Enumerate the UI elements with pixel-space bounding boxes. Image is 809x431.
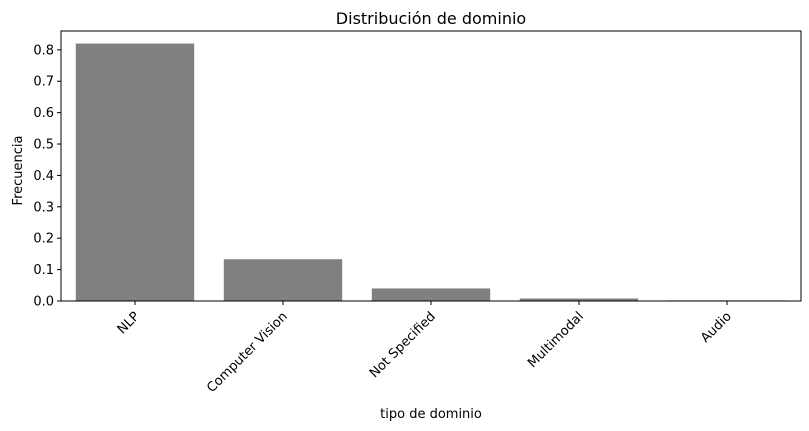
y-tick-label: 0.3 (33, 200, 54, 215)
y-tick-label: 0.1 (33, 263, 54, 278)
y-tick-label: 0.4 (33, 169, 54, 184)
y-axis-label: Frecuencia (11, 136, 26, 206)
x-tick-label: Multimodal (525, 309, 587, 371)
bar (519, 298, 639, 301)
x-tick-label: NLP (115, 309, 143, 337)
bar (371, 288, 491, 301)
y-tick-label: 0.6 (33, 106, 54, 121)
chart-title: Distribución de dominio (336, 9, 526, 28)
x-tick-label: Computer Vision (204, 309, 291, 396)
x-axis-label: tipo de dominio (380, 407, 482, 422)
x-tick-label: Audio (698, 309, 735, 346)
y-tick-label: 0.5 (33, 138, 54, 153)
bar (75, 43, 195, 302)
plot-area: 0.0 0.1 0.2 0.3 0.4 0.5 0.6 0.7 0.8 NLP Computer V… (33, 30, 802, 396)
x-tick-label: Not Specified (367, 309, 439, 381)
y-tick-label: 0.0 (33, 295, 54, 310)
y-tick-label: 0.7 (33, 75, 54, 90)
y-tick-label: 0.8 (33, 43, 54, 58)
y-tick-label: 0.2 (33, 232, 54, 247)
bar (223, 259, 343, 301)
